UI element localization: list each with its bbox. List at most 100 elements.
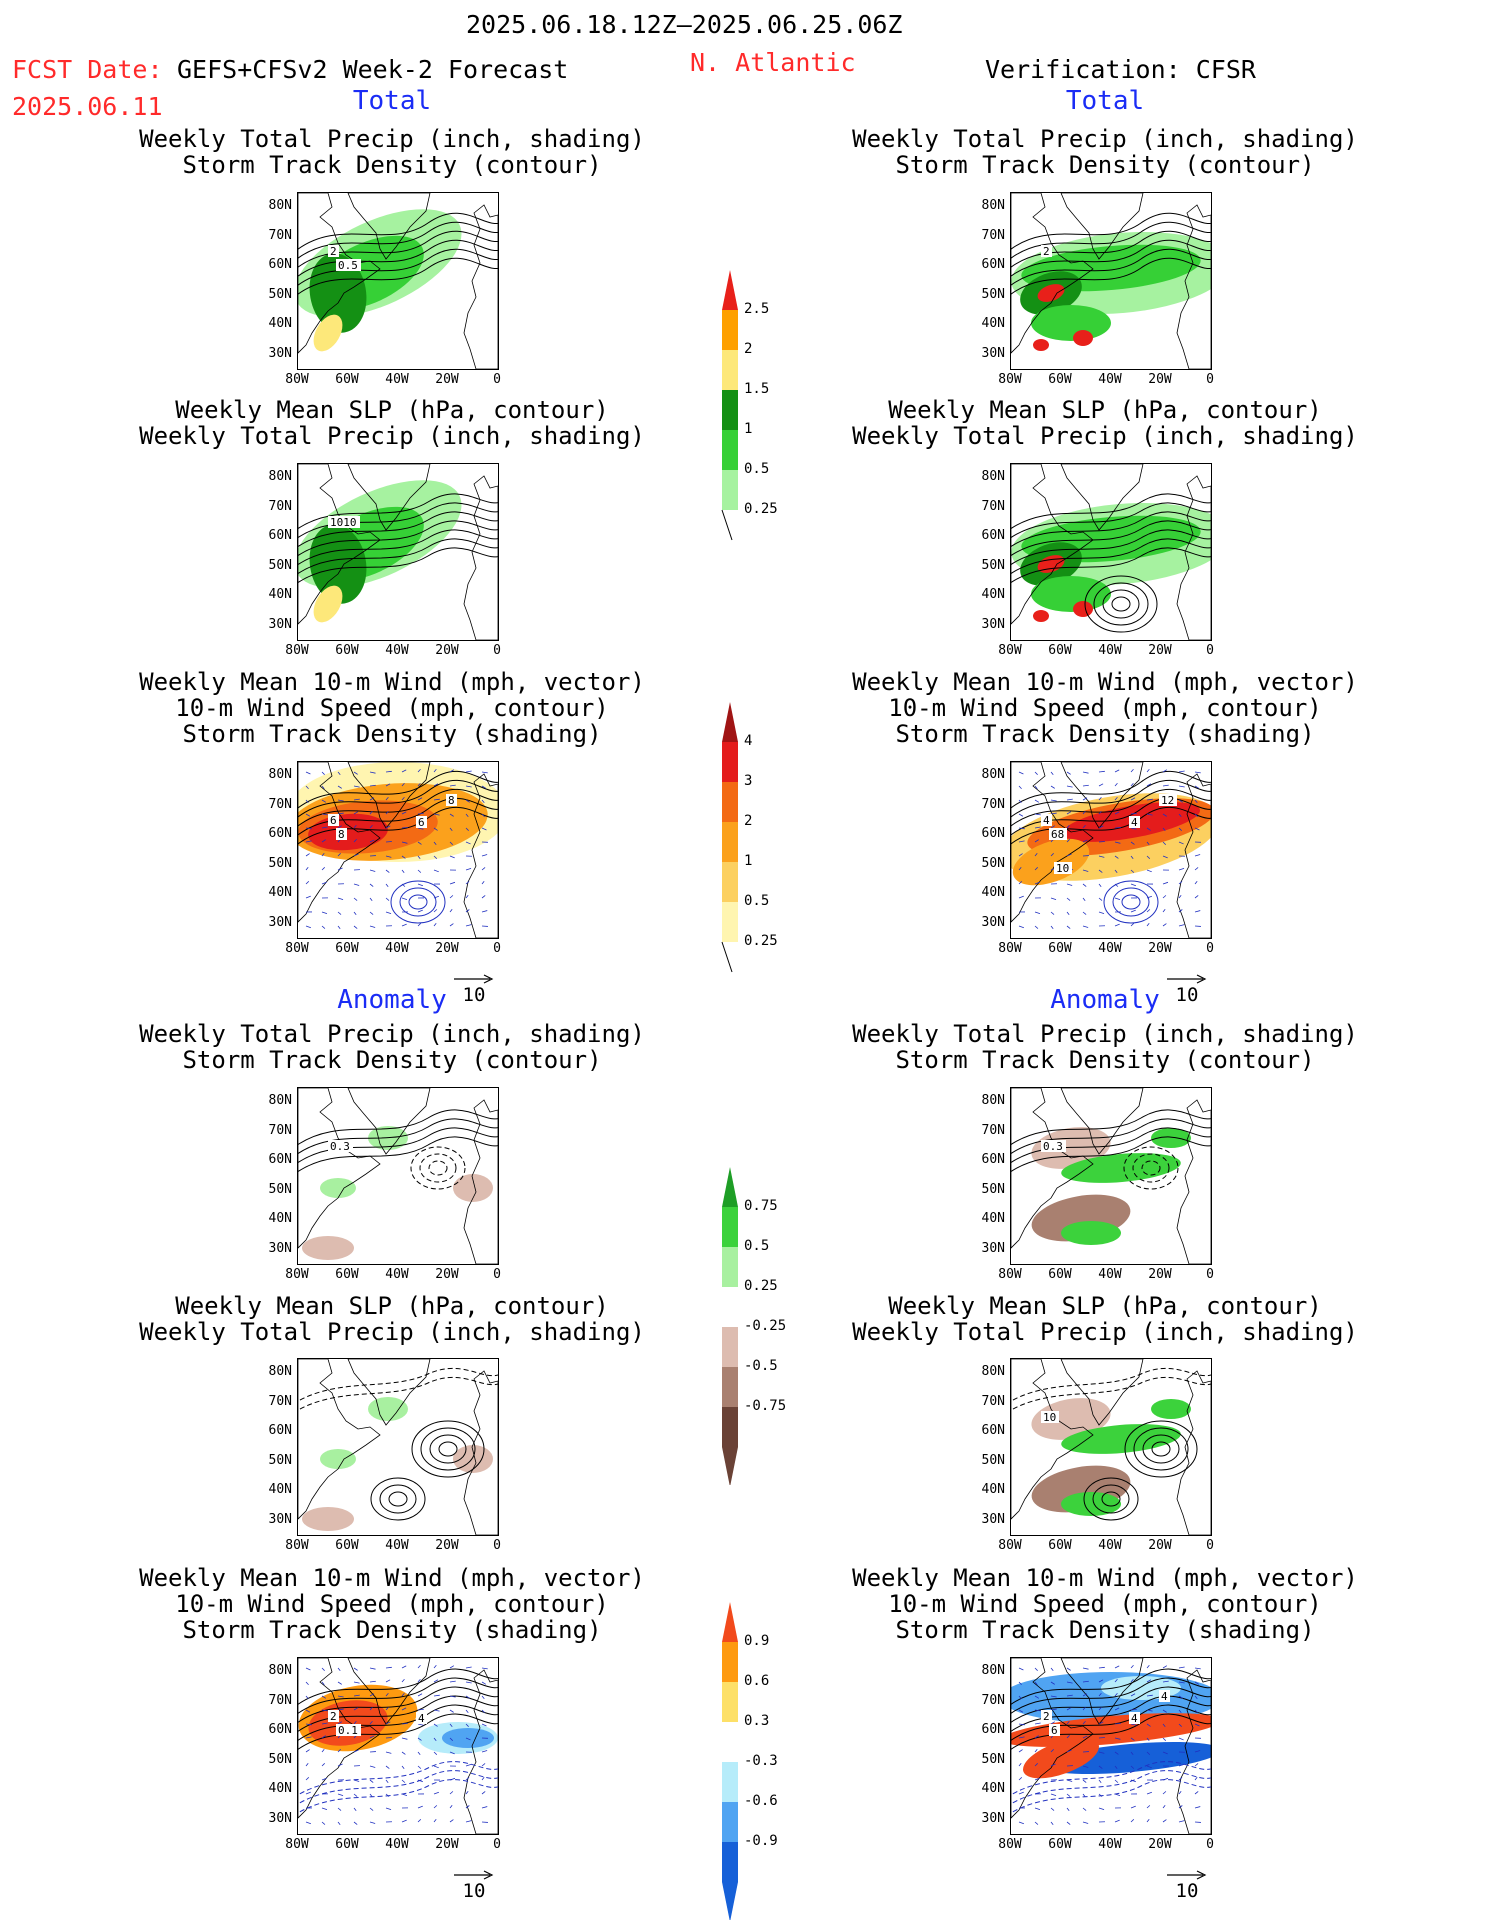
wind-vector [1098, 911, 1105, 914]
wind-vector [449, 1665, 455, 1669]
coastline [1176, 1099, 1211, 1264]
wind-vector [449, 769, 455, 773]
colorbar-swatch [722, 1842, 738, 1882]
wind-vector [1098, 841, 1105, 843]
wind-speed-contour [1011, 788, 1211, 827]
wind-vector [433, 1664, 437, 1669]
wind-vector [337, 799, 344, 802]
wind-vector [1114, 796, 1118, 801]
wind-vector [417, 1805, 423, 1809]
wind-vector [1066, 824, 1070, 829]
lon-tick-label: 60W [1048, 1837, 1072, 1852]
wind-vector [1018, 866, 1022, 871]
lon-tick-label: 20W [435, 1267, 459, 1282]
contour-label-bg [328, 814, 339, 826]
lat-tick-label: 30N [981, 1511, 1005, 1527]
wind-vector [1034, 852, 1038, 857]
contour-label-bg [1159, 1690, 1170, 1702]
wind-vector [1178, 770, 1185, 773]
panel-title: Weekly Total Precip (inch, shading) Storm… [852, 1020, 1358, 1074]
panel-title: Weekly Mean 10-m Wind (mph, vector) 10-m … [852, 668, 1358, 748]
track-anom-contour [1123, 1146, 1179, 1190]
wind-vector [1194, 1763, 1199, 1767]
lon-tick-label: 60W [335, 643, 359, 658]
lat-tick-label: 50N [981, 286, 1005, 302]
coastline [1176, 773, 1211, 938]
wind-vector [1082, 1735, 1088, 1739]
coastline [1176, 1669, 1211, 1834]
wind-vector [369, 1807, 374, 1811]
wind-vector [337, 825, 342, 829]
wind-vector [1146, 1791, 1152, 1795]
colorbar-top-cap [722, 1167, 738, 1207]
wind-vector [1162, 855, 1168, 859]
lat-tick-label: 60N [981, 826, 1005, 841]
lat-tick-label: 50N [981, 855, 1005, 871]
lon-tick-label: 0 [493, 1538, 501, 1553]
slp-anom-contour [370, 1477, 426, 1521]
lat-tick-label: 40N [981, 316, 1005, 331]
wind-speed-contour [1011, 779, 1211, 818]
contour-label-bg [446, 794, 457, 806]
panel-title: Weekly Total Precip (inch, shading) Storm… [139, 125, 645, 179]
wind-anom-contour [1011, 1686, 1211, 1724]
coastline [298, 1088, 381, 1249]
wind-vector [1050, 1807, 1055, 1811]
wind-vector [1034, 1722, 1041, 1725]
wind-vector [1114, 869, 1118, 874]
wind-vector [1162, 1819, 1167, 1823]
wind-vector [481, 785, 487, 789]
wind-vector [305, 1667, 311, 1671]
wind-vector [305, 1762, 309, 1767]
wind-vector [1098, 1706, 1102, 1711]
wind-vector [1098, 1751, 1105, 1754]
reference-vector-arrow [1167, 974, 1207, 984]
wind-vector [465, 1723, 469, 1727]
wind-vector [417, 1665, 421, 1669]
colorbar-label: -0.75 [744, 1398, 787, 1414]
slp-contour [1011, 493, 1211, 530]
colorbar-label: 2.5 [744, 301, 770, 317]
colorbar-label: 3 [744, 773, 753, 789]
wind-vector [401, 1779, 406, 1783]
slp-anom-contour [1142, 1434, 1180, 1464]
wind-vector [337, 1667, 341, 1672]
coastline [463, 1370, 498, 1535]
wind-vector [321, 852, 325, 857]
wind-vector [1034, 1748, 1038, 1753]
wind-vector [1146, 1694, 1153, 1697]
lat-tick-label: 30N [981, 345, 1005, 361]
lon-tick-label: 0 [493, 643, 501, 658]
wind-vector [1194, 910, 1201, 913]
wind-vector [1066, 1667, 1071, 1671]
wind-vector [465, 1820, 472, 1823]
wind-vector [305, 1791, 311, 1795]
contour-label: 0.1 [338, 1724, 358, 1737]
wind-vector [449, 895, 454, 899]
contour-label: 4 [1043, 814, 1050, 827]
reference-vector-label: 10 [1175, 984, 1199, 1006]
contour-label-bg [336, 1724, 361, 1736]
wind-vector [1018, 771, 1024, 775]
wind-vector [1194, 1806, 1201, 1809]
wind-vector [465, 867, 472, 871]
wind-vector [337, 785, 342, 789]
wind-speed-contour [1112, 887, 1150, 917]
wind-vector [305, 1749, 310, 1753]
wind-vector [353, 925, 358, 929]
lat-tick-label: 50N [981, 1751, 1005, 1767]
coastline [1011, 762, 1094, 923]
slp-contour [298, 538, 498, 575]
wind-anom-contour [298, 1668, 498, 1706]
wind-vector [1146, 1679, 1152, 1683]
precip-shade [1073, 330, 1093, 346]
lon-tick-label: 60W [335, 372, 359, 387]
slp-contour [298, 529, 498, 566]
wind-vector [1114, 855, 1119, 859]
wind-vector [1066, 897, 1071, 901]
panel-title: Weekly Total Precip (inch, shading) Storm… [139, 1020, 645, 1074]
map-ob-slp-precip [1010, 463, 1212, 641]
wind-vector [385, 1765, 390, 1769]
wind-vector [1082, 1693, 1088, 1697]
wind-vector [465, 799, 470, 803]
